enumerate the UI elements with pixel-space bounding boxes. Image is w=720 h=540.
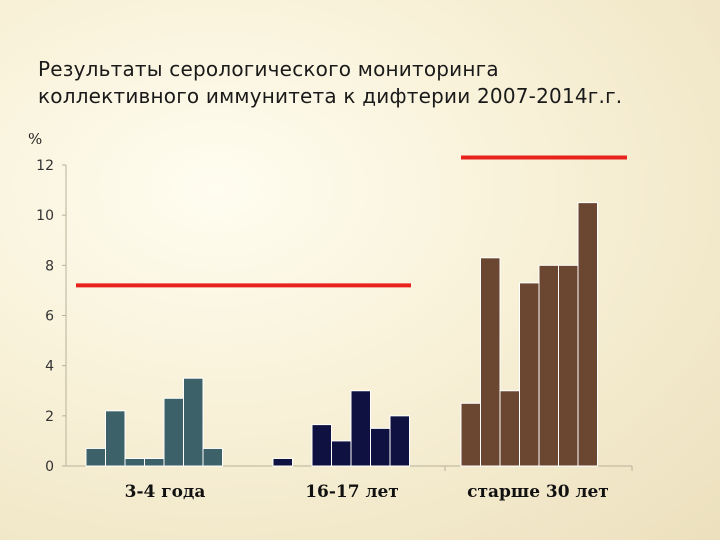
bar xyxy=(480,257,501,467)
bar xyxy=(538,264,559,467)
y-tick-label: 10 xyxy=(36,208,54,224)
bar xyxy=(577,202,598,467)
bar xyxy=(558,264,579,467)
bar xyxy=(202,447,223,467)
bar xyxy=(370,427,391,467)
y-tick-label: 12 xyxy=(36,158,54,174)
chart-title-line-1: Результаты серологического мониторинга xyxy=(38,57,499,81)
chart-title: Результаты серологического мониторинга к… xyxy=(38,56,708,110)
bar-group-2 xyxy=(272,390,410,467)
bar xyxy=(124,457,145,467)
bar xyxy=(389,415,410,467)
bar xyxy=(460,402,481,467)
y-tick-label: 2 xyxy=(45,409,54,425)
bar xyxy=(519,282,540,467)
bar-group-3 xyxy=(460,202,598,467)
y-tick-label: 0 xyxy=(45,459,54,475)
bar xyxy=(163,397,184,467)
bar xyxy=(311,424,332,467)
bar xyxy=(499,390,520,467)
bar xyxy=(85,447,106,467)
x-group-label: 16-17 лет xyxy=(305,482,399,502)
y-axis-unit-label: % xyxy=(28,130,43,148)
bar xyxy=(144,457,165,467)
bar xyxy=(350,390,371,467)
bar-group-1 xyxy=(85,377,223,467)
chart-title-line-2: коллективного иммунитета к дифтерии 2007… xyxy=(38,84,623,108)
bar xyxy=(105,410,126,467)
y-tick-label: 4 xyxy=(45,359,54,375)
bar xyxy=(331,440,352,467)
x-group-label: старше 30 лет xyxy=(467,482,609,502)
bar xyxy=(183,377,204,467)
y-tick-label: 6 xyxy=(45,309,54,325)
x-group-label: 3-4 года xyxy=(125,482,206,502)
y-tick-label: 8 xyxy=(45,258,54,274)
bar xyxy=(272,457,293,467)
